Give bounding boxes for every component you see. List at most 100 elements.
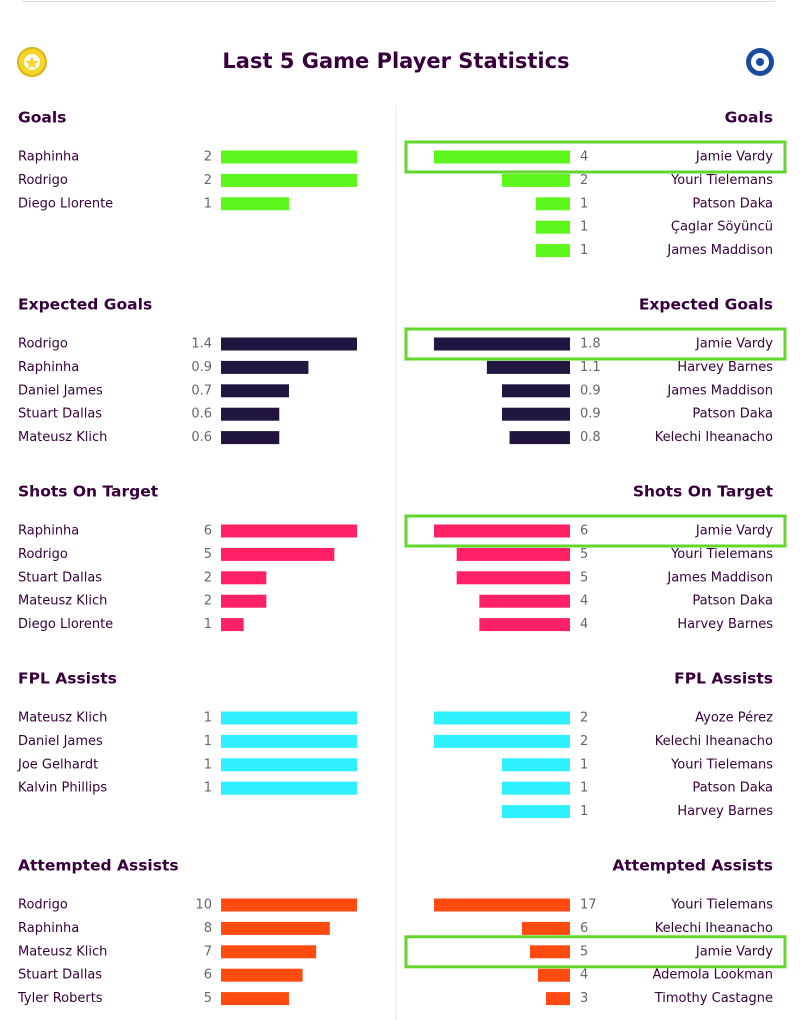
stat-bar: [221, 594, 267, 608]
stat-bar: [221, 758, 357, 772]
stat-bar: [221, 337, 357, 351]
stat-bar: [502, 758, 570, 772]
stat-bar: [509, 431, 570, 445]
stat-bar: [221, 524, 357, 538]
player-name: Mateusz Klich: [18, 430, 107, 445]
player-name: Kelechi Iheanacho: [655, 430, 773, 445]
stat-value: 1: [580, 781, 588, 796]
player-name: Stuart Dallas: [18, 570, 102, 585]
stat-bar: [221, 431, 280, 445]
player-name: Youri Tielemans: [670, 173, 773, 188]
player-name: Mateusz Klich: [18, 944, 107, 959]
section-title: Shots On Target: [633, 483, 774, 501]
highlight-box: [404, 140, 787, 174]
stat-bar: [221, 945, 317, 959]
stat-value: 2: [204, 173, 212, 188]
player-name: Çaglar Söyüncü: [671, 220, 773, 235]
section-title: Attempted Assists: [612, 857, 773, 875]
player-name: Jamie Vardy: [695, 337, 773, 352]
stat-bar: [502, 384, 570, 398]
home-badge: [17, 47, 47, 77]
stat-value: 1.8: [580, 337, 601, 352]
stat-bar: [456, 571, 570, 585]
stat-bar: [502, 805, 570, 819]
stat-bar: [221, 197, 289, 211]
player-name: Raphinha: [18, 360, 79, 375]
stat-value: 1: [580, 804, 588, 819]
stat-value: 1: [204, 781, 212, 796]
player-name: Joe Gelhardt: [17, 757, 98, 772]
player-name: James Maddison: [666, 570, 773, 585]
stat-bar: [546, 992, 570, 1006]
section-title: FPL Assists: [18, 670, 117, 688]
stat-value: 1: [204, 734, 212, 749]
stat-bar: [456, 547, 570, 561]
stat-bar: [221, 618, 244, 632]
player-name: James Maddison: [666, 243, 773, 258]
page-title: Last 5 Game Player Statistics: [222, 49, 569, 73]
stat-value: 1: [204, 196, 212, 211]
section-title: Goals: [725, 109, 773, 127]
section-title: Shots On Target: [18, 483, 159, 501]
stat-value: 6: [580, 524, 588, 539]
stat-bar: [221, 711, 357, 725]
highlight-box: [404, 935, 787, 969]
section-title: Expected Goals: [18, 296, 152, 314]
stat-value: 1.4: [191, 337, 212, 352]
player-name: Ademola Lookman: [652, 968, 773, 983]
player-name: Daniel James: [18, 734, 103, 749]
player-name: Kelechi Iheanacho: [655, 734, 773, 749]
player-name: Diego Llorente: [18, 617, 113, 632]
player-name: Raphinha: [18, 921, 79, 936]
section-title: Goals: [18, 109, 66, 127]
stat-value: 5: [580, 547, 588, 562]
player-name: Tyler Roberts: [17, 991, 103, 1006]
player-name: Patson Daka: [692, 781, 773, 796]
stat-value: 17: [580, 898, 597, 913]
stat-bar: [434, 734, 570, 748]
stat-value: 0.6: [191, 430, 212, 445]
stat-bar: [434, 711, 570, 725]
section-title: Attempted Assists: [18, 857, 179, 875]
stat-value: 2: [204, 570, 212, 585]
stat-value: 4: [580, 968, 588, 983]
stat-value: 5: [204, 547, 212, 562]
stat-value: 7: [204, 944, 212, 959]
stat-bar: [434, 150, 570, 164]
highlight-box: [404, 327, 787, 361]
player-name: Kalvin Phillips: [18, 781, 107, 796]
stat-value: 3: [580, 991, 588, 1006]
stat-bar: [221, 921, 330, 935]
player-name: Raphinha: [18, 150, 79, 165]
stat-bar: [221, 968, 303, 982]
player-name: James Maddison: [666, 383, 773, 398]
stat-bar: [502, 407, 570, 421]
stat-bar: [221, 407, 280, 421]
stat-value: 1: [580, 220, 588, 235]
stat-value: 1: [580, 196, 588, 211]
stat-value: 1: [204, 757, 212, 772]
stat-bar: [434, 898, 570, 912]
player-name: Rodrigo: [18, 547, 68, 562]
stat-value: 1: [580, 757, 588, 772]
stat-bar: [530, 945, 570, 959]
stat-value: 6: [580, 921, 588, 936]
stat-value: 0.8: [580, 430, 601, 445]
player-name: Harvey Barnes: [677, 804, 773, 819]
stat-bar: [479, 618, 570, 632]
stat-bar: [221, 384, 289, 398]
stat-bar: [221, 571, 267, 585]
stat-value: 1: [204, 617, 212, 632]
stat-value: 0.6: [191, 407, 212, 422]
player-name: Jamie Vardy: [695, 944, 773, 959]
player-name: Rodrigo: [18, 337, 68, 352]
player-name: Patson Daka: [692, 594, 773, 609]
stat-bar: [502, 781, 570, 795]
player-name: Harvey Barnes: [677, 360, 773, 375]
player-name: Stuart Dallas: [18, 407, 102, 422]
player-name: Youri Tielemans: [670, 547, 773, 562]
stat-bar: [486, 360, 570, 374]
stat-bar: [434, 524, 570, 538]
stat-value: 0.7: [191, 383, 212, 398]
